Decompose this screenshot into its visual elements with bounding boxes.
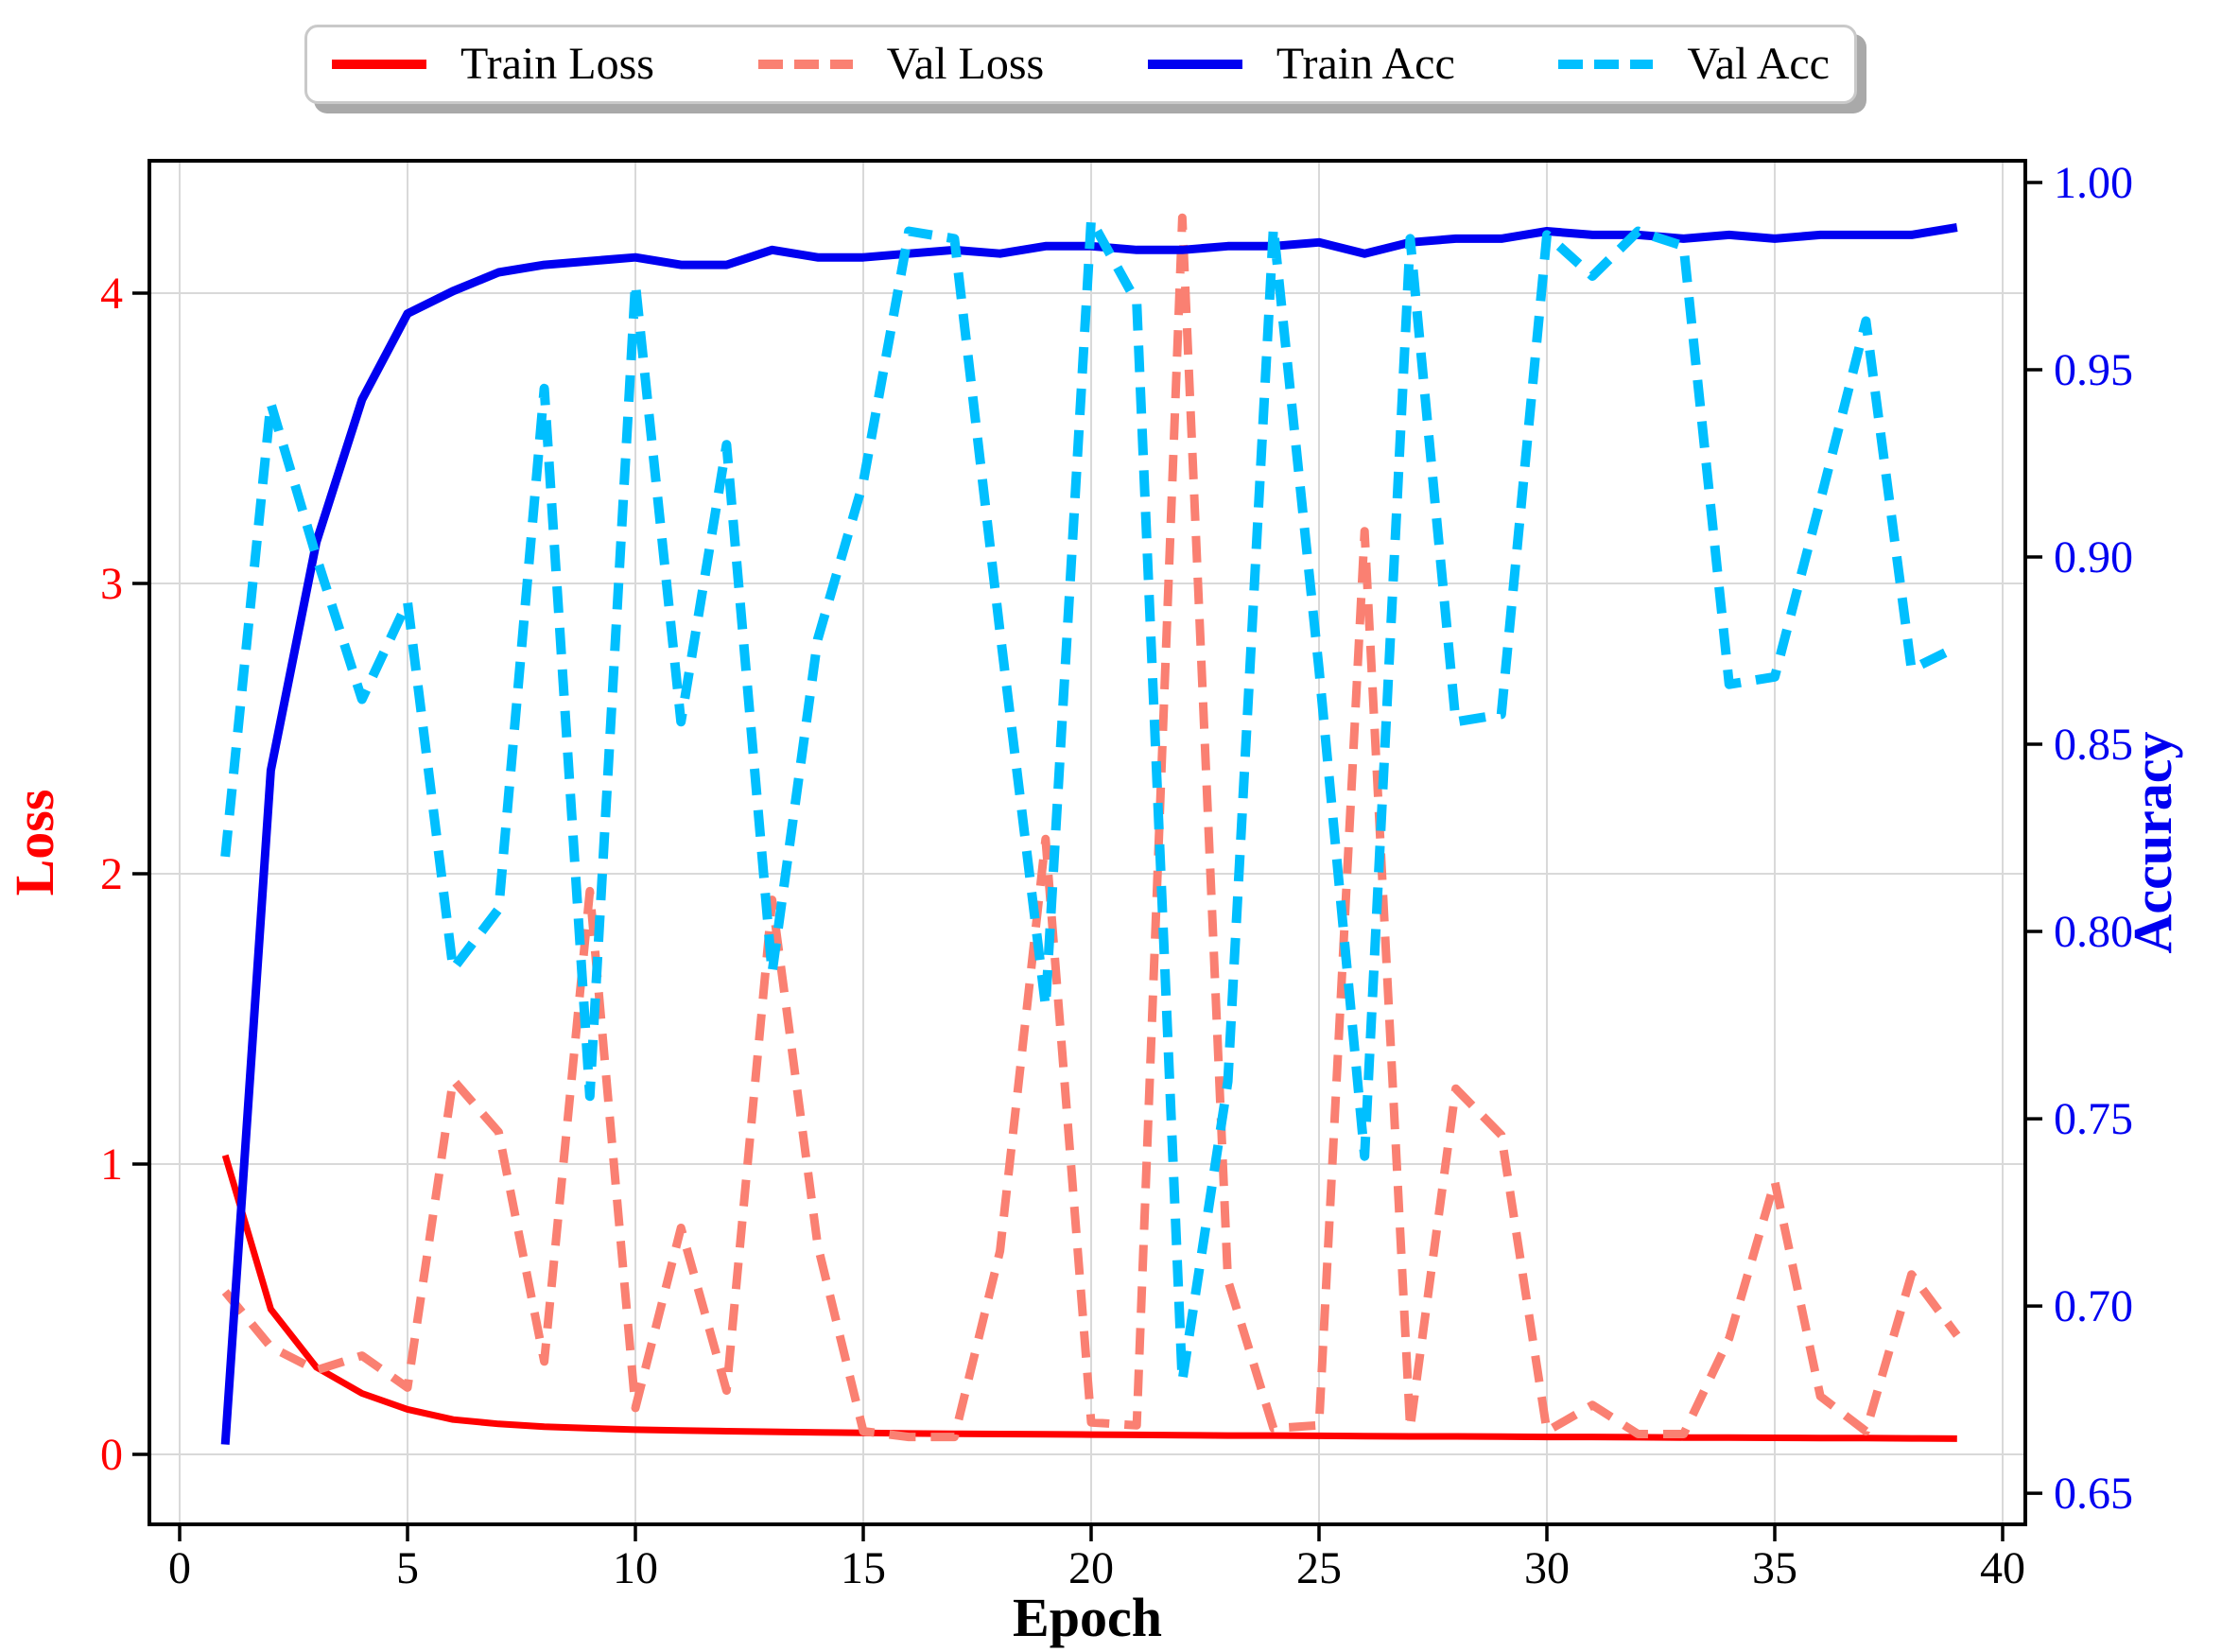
acc-tick-label: 0.65	[2054, 1469, 2133, 1519]
legend-label-train-acc: Train Acc	[1276, 39, 1455, 89]
x-tick-label: 15	[841, 1543, 886, 1593]
acc-tick-label: 0.80	[2054, 907, 2133, 957]
legend-label-val-loss: Val Loss	[886, 39, 1045, 89]
val-acc-line	[220, 215, 1960, 1386]
val-loss-line	[221, 213, 1961, 1442]
loss-tick-label: 3	[100, 559, 123, 609]
x-tick-label: 20	[1068, 1543, 1114, 1593]
train-acc-line-sample	[1147, 60, 1242, 69]
acc-tick-label: 0.90	[2054, 532, 2133, 583]
loss-tick-label: 4	[100, 269, 123, 319]
x-tick-label: 0	[168, 1543, 191, 1593]
acc-tick-label: 0.95	[2054, 345, 2133, 395]
right-y-axis-label: Accuracy	[2122, 731, 2183, 953]
legend-item-val-loss: Val Loss	[757, 39, 1045, 89]
legend-item-train-acc: Train Acc	[1147, 39, 1455, 89]
plot-frame	[148, 159, 2027, 1526]
acc-tick-label: 1.00	[2054, 158, 2133, 208]
loss-tick-label: 1	[100, 1139, 123, 1190]
x-axis-label: Epoch	[1013, 1587, 1162, 1648]
legend-item-val-acc: Val Acc	[1558, 42, 1830, 87]
train-loss-line-sample	[332, 60, 426, 69]
x-tick-label: 35	[1752, 1543, 1797, 1593]
val-acc-line-sample	[1558, 60, 1654, 69]
x-tick-label: 10	[613, 1543, 658, 1593]
acc-tick-label: 0.75	[2054, 1094, 2133, 1144]
x-tick-label: 30	[1524, 1543, 1570, 1593]
loss-tick-label: 0	[100, 1430, 123, 1480]
acc-tick-label: 0.70	[2054, 1281, 2133, 1331]
x-tick-label: 40	[1980, 1543, 2025, 1593]
loss-tick-label: 2	[100, 849, 123, 899]
legend-label-train-loss: Train Loss	[460, 39, 654, 89]
chart-legend: Train Loss Val Loss Train Acc Val Acc	[304, 25, 1857, 104]
legend-label-val-acc: Val Acc	[1687, 39, 1830, 89]
x-tick-label: 25	[1296, 1543, 1342, 1593]
val-loss-line-sample	[757, 60, 853, 69]
left-y-axis-label: Loss	[4, 790, 65, 896]
legend-item-train-loss: Train Loss	[332, 42, 654, 87]
acc-tick-label: 0.85	[2054, 720, 2133, 770]
x-tick-label: 5	[396, 1543, 419, 1593]
